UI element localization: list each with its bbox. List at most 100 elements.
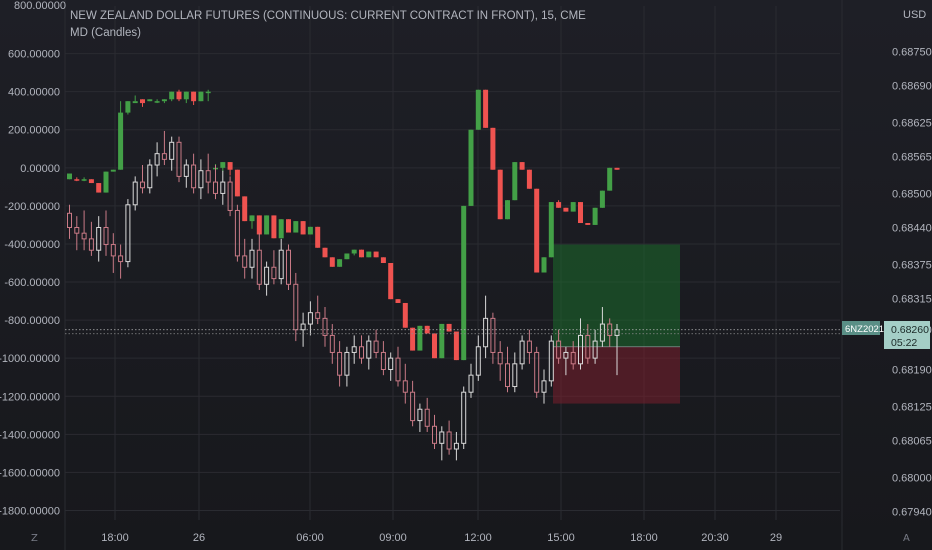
indicator-candle [329, 257, 335, 267]
right-tick-label: 0.68375 [892, 259, 932, 271]
time-tick-label: 18:00 [630, 532, 658, 544]
price-candle [154, 153, 160, 166]
price-candle [74, 227, 80, 234]
indicator-candle [191, 91, 197, 102]
price-candle [519, 340, 525, 365]
price-candle [614, 329, 620, 336]
right-tick-label: 0.68065 [892, 435, 932, 447]
price-candle [278, 249, 284, 280]
indicator-candle [344, 253, 350, 260]
left-tick-label: 0.00000 [20, 163, 60, 175]
price-candle [483, 317, 489, 348]
indicator-candle [607, 167, 613, 191]
right-tick-label: 0.68000 [892, 472, 932, 484]
indicator-candle [264, 215, 270, 235]
indicator-candle [468, 129, 474, 206]
indicator-candle [410, 327, 416, 351]
price-candle [256, 249, 262, 285]
price-candle [468, 374, 474, 393]
price-candle [191, 164, 197, 189]
indicator-candle [526, 169, 532, 189]
price-candle [147, 164, 153, 189]
price-candle [125, 204, 131, 263]
indicator-candle [380, 257, 386, 263]
left-tick-label: -600.00000 [4, 277, 60, 289]
indicator-candle [424, 325, 430, 334]
indicator-candle [169, 91, 175, 100]
price-candle [161, 153, 167, 160]
time-tick-label: 15:00 [547, 532, 575, 544]
indicator-candle [337, 259, 343, 267]
time-axis[interactable]: 18:00 26 06:00 09:00 12:00 15:00 18:00 20:30 29 [101, 532, 782, 544]
price-candle [293, 283, 299, 331]
time-tick-label: 18:00 [101, 532, 129, 544]
left-tick-label: -800.00000 [4, 315, 60, 327]
indicator-candle [81, 179, 87, 181]
indicator-candle [519, 162, 525, 170]
price-candle [67, 212, 72, 229]
price-candle [599, 323, 605, 342]
right-tick-label: 0.68125 [892, 401, 932, 413]
price-candle [432, 425, 437, 444]
indicator-candle [322, 247, 328, 258]
price-candle [286, 249, 291, 285]
price-candle [264, 266, 270, 285]
bar-countdown: 05:22 [891, 337, 917, 349]
indicator-candle [227, 162, 233, 170]
indicator-candle [88, 179, 94, 184]
left-tick-label: 400.00000 [8, 87, 60, 99]
right-axis[interactable]: 0.68750 0.68690 0.68625 0.68565 0.68500 0.684… [892, 46, 932, 518]
last-price-tag-bg [884, 321, 930, 349]
indicator-candle [432, 333, 437, 359]
right-tick-label: 0.68690 [892, 81, 932, 93]
price-candle [556, 340, 562, 359]
indicator-candle [483, 89, 489, 128]
price-candle [242, 255, 248, 268]
price-candle [300, 323, 306, 331]
price-candle [534, 351, 540, 393]
price-candle [103, 227, 109, 246]
auto-scale-icon[interactable]: A [903, 533, 910, 544]
price-candle [512, 363, 518, 388]
price-candle [526, 340, 532, 353]
indicator-candle [183, 91, 189, 100]
indicator-candle [592, 207, 598, 225]
overlay-layer [65, 329, 840, 335]
price-candle [169, 141, 175, 160]
price-candle [337, 351, 343, 376]
indicator-candle [140, 99, 145, 104]
currency-label: USD [903, 9, 926, 21]
indicator-candles [67, 89, 620, 361]
time-tick-label: 12:00 [464, 532, 492, 544]
price-candle [315, 312, 321, 319]
indicator-candle [534, 188, 540, 273]
left-tick-label: -1600.00000 [0, 467, 60, 479]
indicator-candle [96, 183, 102, 193]
left-axis-top-label: 800.00000 [14, 0, 66, 12]
time-tick-label: 20:30 [701, 532, 729, 544]
price-candle [271, 266, 277, 280]
indicator-candle [205, 91, 211, 94]
z-icon[interactable]: Z [31, 533, 38, 544]
price-candle [402, 380, 408, 393]
indicator-candle [512, 162, 518, 201]
right-tick-label: 0.68500 [892, 188, 932, 200]
price-candle [81, 232, 87, 240]
price-candle [249, 249, 255, 268]
indicator-candle [118, 112, 124, 170]
indicator-candle [161, 99, 167, 102]
indicator-candle [541, 257, 547, 273]
indicator-candle [599, 190, 605, 208]
price-candles [67, 130, 620, 461]
indicator-candle [110, 169, 116, 172]
indicator-candle [132, 101, 138, 104]
indicator-candle [103, 171, 109, 193]
left-axis[interactable]: 600.00000 400.00000 200.00000 0.00000 -200.0… [0, 49, 60, 518]
indicator-candle [286, 219, 291, 233]
indicator-candle [461, 205, 467, 361]
indicator-candle [351, 249, 357, 254]
price-candle [395, 357, 401, 382]
indicator-candle [373, 251, 379, 258]
